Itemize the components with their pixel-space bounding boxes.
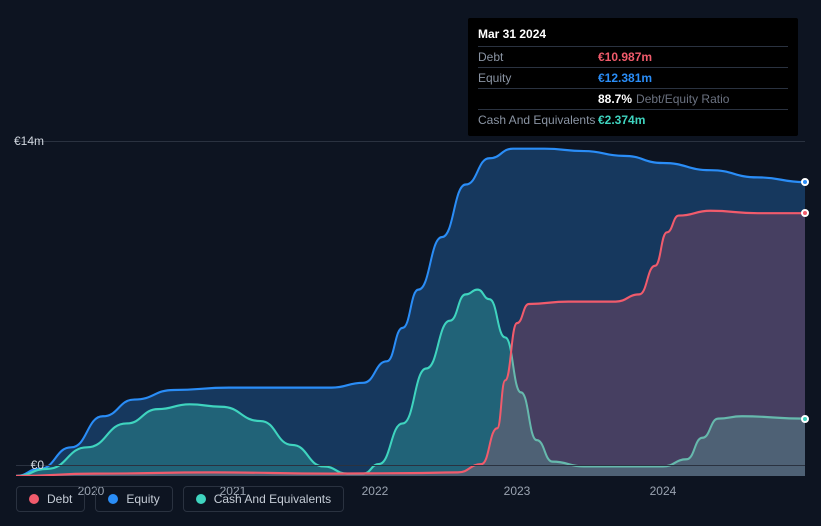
series-end-dot-debt xyxy=(801,209,809,217)
legend-dot-icon xyxy=(108,494,118,504)
tooltip-row-label xyxy=(478,92,598,106)
tooltip-row-label: Equity xyxy=(478,71,598,85)
y-gridline xyxy=(16,141,805,142)
tooltip-row: 88.7%Debt/Equity Ratio xyxy=(478,88,788,109)
y-axis-tick-label: €0 xyxy=(31,458,44,472)
tooltip-row-label: Debt xyxy=(478,50,598,64)
y-gridline xyxy=(16,465,805,466)
legend-item-label: Equity xyxy=(126,492,159,506)
legend-item-label: Debt xyxy=(47,492,72,506)
legend-item-cash-and-equivalents[interactable]: Cash And Equivalents xyxy=(183,486,344,512)
series-end-dot-equity xyxy=(801,178,809,186)
x-axis-tick-label: 2022 xyxy=(362,484,389,498)
tooltip-row-value: €12.381m xyxy=(598,71,652,85)
chart-legend: Debt Equity Cash And Equivalents xyxy=(16,486,344,512)
tooltip-row-sublabel: Debt/Equity Ratio xyxy=(636,92,729,106)
x-axis-tick-label: 2024 xyxy=(650,484,677,498)
chart-plot-area[interactable] xyxy=(16,120,805,476)
legend-dot-icon xyxy=(196,494,206,504)
x-axis-tick-label: 2023 xyxy=(504,484,531,498)
tooltip-date: Mar 31 2024 xyxy=(478,24,788,46)
legend-item-debt[interactable]: Debt xyxy=(16,486,85,512)
tooltip-row: Debt€10.987m xyxy=(478,46,788,67)
chart-svg xyxy=(16,120,805,476)
legend-dot-icon xyxy=(29,494,39,504)
tooltip-row-value: €10.987m xyxy=(598,50,652,64)
y-axis-tick-label: €14m xyxy=(14,134,44,148)
financial-history-chart[interactable]: €14m€020202021202220232024 xyxy=(16,120,805,476)
chart-tooltip: Mar 31 2024 Debt€10.987mEquity€12.381m88… xyxy=(468,18,798,136)
legend-item-label: Cash And Equivalents xyxy=(214,492,331,506)
legend-item-equity[interactable]: Equity xyxy=(95,486,172,512)
series-end-dot-cash-and-equivalents xyxy=(801,415,809,423)
tooltip-row-value: 88.7%Debt/Equity Ratio xyxy=(598,92,729,106)
tooltip-row: Equity€12.381m xyxy=(478,67,788,88)
